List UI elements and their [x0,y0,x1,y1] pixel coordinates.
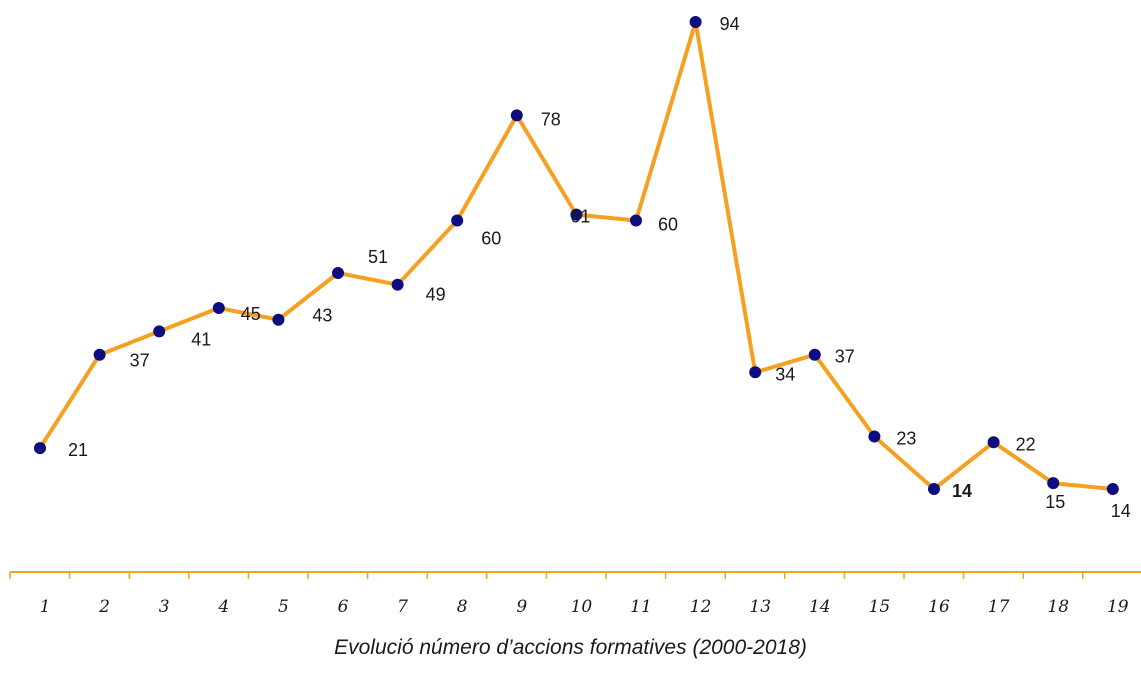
x-tick-label: 13 [749,597,771,617]
data-label: 49 [426,285,446,305]
data-point [689,16,702,28]
data-point [272,313,285,326]
data-point [510,109,523,122]
x-axis [9,571,1141,579]
x-tick-label: 18 [1047,597,1069,617]
data-label: 15 [1045,492,1065,512]
data-point [808,348,821,361]
x-tick-label: 3 [159,597,170,617]
data-point [868,430,881,443]
data-label: 51 [368,247,388,267]
data-label: 45 [241,304,261,324]
data-points [34,16,1119,495]
data-point [928,483,940,495]
data-label: 21 [68,440,88,460]
data-label: 14 [1111,501,1131,521]
data-point [1047,477,1060,490]
chart-caption: Evolució número d’accions formatives (20… [334,636,807,659]
data-label: 60 [481,228,501,248]
data-labels: 21 37 41 45 43 51 49 60 78 61 60 94 34 37 23 14 22 15 14 [68,14,1131,521]
data-point [93,348,106,361]
data-label: 60 [658,214,678,234]
data-label: 94 [720,14,740,34]
series-line [38,20,1115,491]
x-tick-label: 6 [338,597,349,617]
x-tick-label: 9 [516,597,527,617]
data-label: 37 [835,347,855,367]
x-tick-label: 11 [630,597,652,617]
data-point [332,267,344,280]
data-point [987,436,1000,449]
x-tick-label: 4 [217,597,229,617]
data-point [34,442,46,455]
x-tick-labels: 1 2 3 4 5 6 7 8 9 10 11 12 13 14 15 16 17 18 19 [40,597,1129,617]
data-label: 34 [775,364,795,384]
series-line-layer [38,20,1115,491]
x-tick-label: 2 [98,597,110,617]
data-label: 23 [896,428,916,448]
x-tick-label: 10 [571,597,593,617]
data-point [212,302,225,315]
data-point [153,325,166,338]
x-tick-label: 17 [988,597,1010,617]
x-tick-label: 16 [928,597,950,617]
data-label: 22 [1016,434,1036,454]
x-tick-label: 12 [690,597,712,617]
data-label: 78 [541,109,561,129]
x-tick-label: 7 [397,597,408,617]
data-point [630,214,642,227]
data-point [451,214,464,227]
data-point [749,366,762,379]
data-point [1106,483,1119,495]
data-point [391,278,404,291]
x-tick-label: 8 [457,597,468,617]
data-label: 41 [191,329,211,349]
data-label: 37 [130,351,150,371]
x-tick-label: 5 [278,597,289,617]
x-tick-label: 14 [809,597,831,617]
x-tick-label: 15 [869,597,891,617]
x-tick-label: 1 [40,597,51,617]
data-label: 61 [570,207,590,227]
data-label: 14 [952,481,972,501]
data-point [570,208,583,221]
x-tick-label: 19 [1107,597,1129,617]
data-label: 43 [312,306,332,326]
